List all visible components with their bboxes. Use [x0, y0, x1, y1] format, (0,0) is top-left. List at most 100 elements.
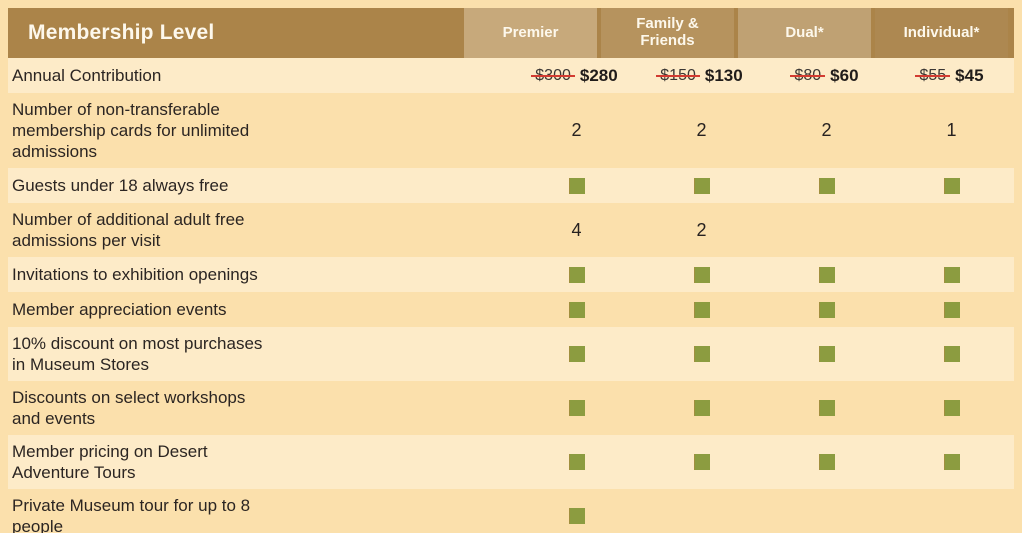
included-square-icon — [818, 400, 835, 416]
value-cell — [889, 177, 1014, 194]
current-price: $280 — [579, 65, 618, 85]
value-cell — [764, 346, 889, 362]
benefit-count: 4 — [571, 219, 582, 240]
table-title: Membership Level — [28, 21, 215, 44]
included-square-icon — [568, 177, 585, 194]
value-cell — [639, 400, 764, 416]
value-cell: $300 $280 — [514, 66, 639, 86]
header-column-dual: Dual* — [738, 8, 871, 58]
included-square-icon — [568, 454, 585, 470]
table-row: Number of non-transferable membership ca… — [8, 93, 1014, 168]
header-column-label: Premier — [502, 23, 559, 41]
included-square-icon — [943, 177, 960, 194]
benefit-count: 1 — [946, 120, 957, 140]
header-column-premier: Premier — [464, 8, 597, 58]
value-cell: 2 — [764, 120, 889, 141]
value-cell — [764, 454, 889, 470]
value-cell — [639, 266, 764, 283]
table-row: 10% discount on most purchases in Museum… — [8, 327, 1014, 381]
included-square-icon — [943, 346, 960, 362]
included-square-icon — [943, 301, 960, 318]
value-cell — [514, 508, 639, 524]
current-price: $130 — [704, 65, 743, 85]
included-square-icon — [818, 454, 835, 470]
benefit-count: 2 — [696, 120, 707, 140]
included-square-icon — [693, 177, 710, 194]
value-cell — [764, 400, 889, 416]
included-square-icon — [568, 400, 585, 416]
included-square-icon — [818, 346, 835, 362]
old-price-strikethrough: $80 — [790, 66, 825, 84]
membership-table: Membership Level Premier Family & Friends… — [8, 8, 1014, 533]
table-row: Annual Contribution $300 $280 $150 $130 $80 $6… — [8, 58, 1014, 93]
table-row: Member pricing on Desert Adventure Tours — [8, 435, 1014, 489]
row-label: Invitations to exhibition openings — [12, 265, 258, 284]
table-row: Number of additional adult free admissio… — [8, 203, 1014, 257]
old-price-strikethrough: $150 — [656, 66, 700, 84]
included-square-icon — [818, 177, 835, 194]
value-cell — [764, 177, 889, 194]
table-row: Private Museum tour for up to 8 people — [8, 489, 1014, 533]
value-cell: 1 — [889, 120, 1014, 141]
old-price-strikethrough: $300 — [531, 66, 575, 84]
included-square-icon — [943, 266, 960, 283]
table-row: Guests under 18 always free — [8, 168, 1014, 203]
included-square-icon — [693, 454, 710, 470]
included-square-icon — [568, 266, 585, 283]
value-cell — [514, 454, 639, 470]
value-cell — [514, 400, 639, 416]
included-square-icon — [693, 400, 710, 416]
benefit-count: 2 — [821, 120, 832, 140]
row-label: 10% discount on most purchases in Museum… — [12, 334, 263, 374]
benefit-count: 2 — [696, 219, 707, 240]
value-cell — [889, 301, 1014, 318]
table-row: Invitations to exhibition openings — [8, 257, 1014, 292]
value-cell — [514, 177, 639, 194]
value-cell — [889, 454, 1014, 470]
table-body: Annual Contribution $300 $280 $150 $130 $80 $6… — [8, 58, 1014, 533]
included-square-icon — [693, 301, 710, 318]
table-header: Membership Level Premier Family & Friends… — [8, 8, 1014, 58]
included-square-icon — [818, 301, 835, 318]
included-square-icon — [568, 301, 585, 318]
value-cell — [639, 346, 764, 362]
value-cell — [889, 266, 1014, 283]
value-cell: $80 $60 — [764, 66, 889, 86]
value-cell: 2 — [639, 220, 764, 241]
value-cell — [514, 346, 639, 362]
table-row: Discounts on select workshops and events — [8, 381, 1014, 435]
value-cell — [514, 266, 639, 283]
row-label: Private Museum tour for up to 8 people — [12, 496, 251, 533]
row-label: Discounts on select workshops and events — [12, 388, 246, 428]
row-label: Member pricing on Desert Adventure Tours — [12, 442, 208, 482]
included-square-icon — [568, 346, 585, 362]
header-column-label: Individual* — [903, 23, 980, 41]
header-column-label: Family & Friends — [636, 15, 699, 49]
old-price-strikethrough: $55 — [915, 66, 950, 84]
value-cell — [764, 266, 889, 283]
value-cell: 4 — [514, 220, 639, 241]
included-square-icon — [818, 266, 835, 283]
row-label: Member appreciation events — [12, 300, 227, 319]
included-square-icon — [693, 266, 710, 283]
included-square-icon — [693, 346, 710, 362]
value-cell: 2 — [639, 120, 764, 141]
current-price: $60 — [830, 65, 859, 85]
row-label: Number of additional adult free admissio… — [12, 210, 245, 250]
included-square-icon — [568, 508, 585, 524]
benefit-count: 2 — [571, 120, 582, 140]
value-cell — [514, 301, 639, 318]
header-column-family-friends: Family & Friends — [601, 8, 734, 58]
value-cell — [639, 301, 764, 318]
row-label: Number of non-transferable membership ca… — [12, 100, 250, 161]
header-title-cell: Membership Level — [8, 8, 460, 58]
value-cell — [639, 454, 764, 470]
value-cell — [639, 177, 764, 194]
header-column-label: Dual* — [785, 23, 824, 41]
value-cell: $55 $45 — [889, 66, 1014, 86]
included-square-icon — [943, 400, 960, 416]
value-cell — [889, 400, 1014, 416]
row-label: Guests under 18 always free — [12, 176, 229, 195]
header-column-individual: Individual* — [875, 8, 1008, 58]
